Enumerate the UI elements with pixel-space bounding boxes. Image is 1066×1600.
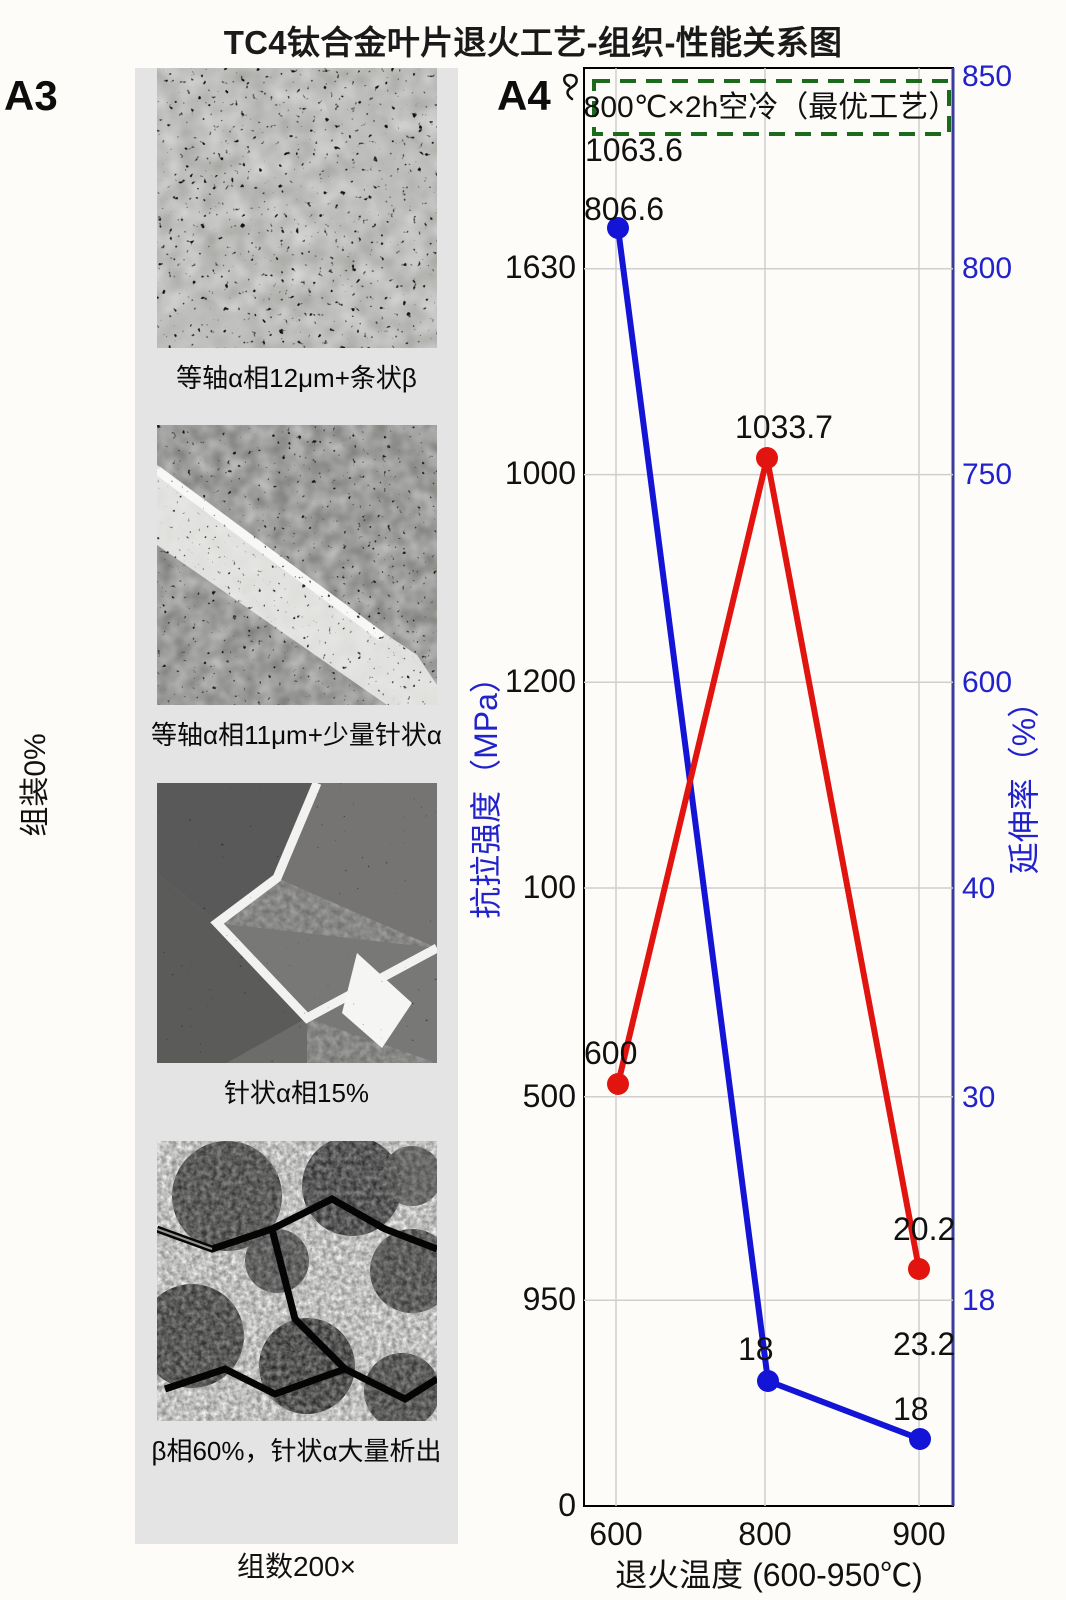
svg-text:1200: 1200 (505, 663, 576, 699)
svg-text:800: 800 (962, 252, 1012, 285)
svg-text:600: 600 (589, 1516, 642, 1552)
svg-text:600: 600 (962, 666, 1012, 699)
svg-text:抗拉强度（MPa）: 抗拉强度（MPa） (468, 661, 504, 919)
svg-text:1630: 1630 (505, 249, 576, 285)
svg-text:750: 750 (962, 458, 1012, 491)
svg-text:806.6: 806.6 (584, 191, 664, 227)
svg-text:20.2: 20.2 (893, 1211, 955, 1247)
svg-text:18: 18 (962, 1284, 995, 1317)
svg-text:18: 18 (893, 1391, 929, 1427)
svg-text:900: 900 (892, 1516, 945, 1552)
svg-text:800: 800 (738, 1516, 791, 1552)
svg-text:0: 0 (558, 1487, 576, 1523)
svg-text:600: 600 (584, 1035, 637, 1071)
svg-text:950: 950 (523, 1281, 576, 1317)
svg-text:850: 850 (962, 60, 1012, 93)
svg-text:1033.7: 1033.7 (735, 409, 833, 445)
svg-text:延伸率（%）: 延伸率（%） (1006, 686, 1042, 874)
svg-text:退火温度 (600-950℃): 退火温度 (600-950℃) (615, 1557, 923, 1593)
svg-text:30: 30 (962, 1081, 995, 1114)
svg-text:18: 18 (738, 1331, 774, 1367)
svg-text:40: 40 (962, 872, 995, 905)
svg-text:800℃×2h空冷（最优工艺）: 800℃×2h空冷（最优工艺） (584, 91, 959, 124)
svg-text:100: 100 (523, 869, 576, 905)
svg-text:1063.6: 1063.6 (585, 132, 683, 168)
svg-text:1000: 1000 (505, 455, 576, 491)
svg-text:23.2: 23.2 (893, 1326, 955, 1362)
svg-text:500: 500 (523, 1078, 576, 1114)
